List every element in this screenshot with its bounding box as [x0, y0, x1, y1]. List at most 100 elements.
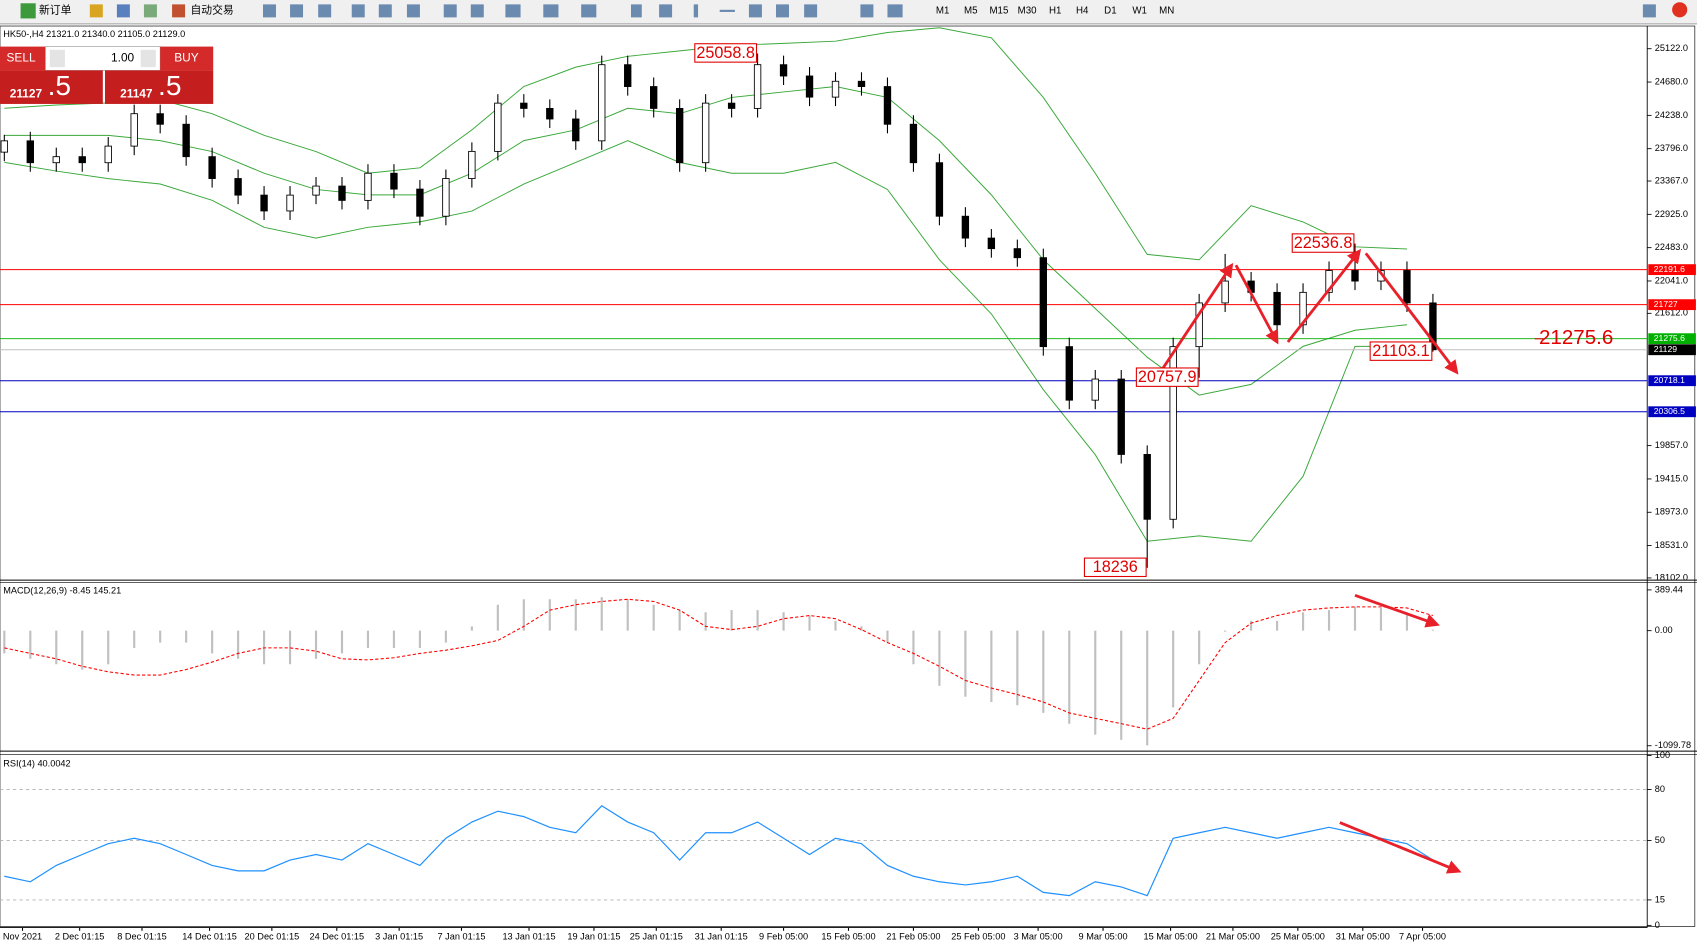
x-tick-label: 21 Feb 05:00	[886, 932, 940, 942]
timeframe-button[interactable]: M15	[989, 5, 1008, 16]
candle-body	[130, 113, 138, 147]
level-axis-label-bg	[1648, 264, 1696, 276]
buy-button[interactable]	[160, 46, 214, 71]
candle-body	[675, 107, 684, 164]
search-icon[interactable]	[1642, 4, 1656, 18]
notification-badge[interactable]	[1672, 2, 1688, 18]
timeframe-button[interactable]: MN	[1159, 5, 1174, 16]
candle-body	[650, 86, 658, 109]
x-tick-label: 2 Dec 01:15	[55, 932, 105, 942]
candle-body	[727, 102, 736, 109]
level-axis-label: 20718.1	[1654, 375, 1685, 385]
sell-price-box[interactable]	[0, 70, 103, 104]
candle-body	[753, 64, 762, 109]
y-tick-label: 22483.0	[1655, 242, 1688, 252]
level-axis-label-bg	[1648, 406, 1696, 418]
tool-icon[interactable]	[143, 4, 157, 18]
level-axis-label-bg	[1648, 344, 1696, 356]
tool-icon[interactable]	[406, 4, 420, 18]
x-tick-label: 3 Mar 05:00	[1014, 932, 1063, 942]
timeframe-button[interactable]: W1	[1132, 5, 1147, 16]
new-order-button[interactable]: 新订单	[39, 3, 72, 17]
rsi-line	[4, 805, 1434, 897]
arrow	[1234, 264, 1279, 345]
arrow	[1364, 252, 1459, 375]
tool-icon[interactable]	[748, 4, 762, 18]
panel-title: MACD(12,26,9) -8.45 145.21	[3, 585, 121, 595]
tool-icon[interactable]	[804, 4, 818, 18]
tool-icon[interactable]	[262, 4, 276, 18]
one-click-trading: SELL 1.00 BUY 21127 .5 21147 .5	[0, 46, 214, 104]
level-axis-label-bg	[1648, 333, 1696, 345]
sell-price[interactable]: 21127	[10, 86, 43, 100]
volume-value[interactable]: 1.00	[111, 51, 135, 65]
price-annotation-box	[1369, 341, 1433, 361]
tool-icon[interactable]	[89, 4, 103, 18]
arrow	[1154, 262, 1234, 380]
candle-body	[1039, 257, 1047, 348]
buy-price-pips[interactable]: .5	[158, 70, 181, 101]
x-tick-label: 8 Dec 01:15	[117, 932, 167, 942]
candle-body	[494, 102, 502, 152]
timeframe-button[interactable]: D1	[1104, 5, 1116, 16]
buy-label[interactable]: BUY	[174, 51, 199, 65]
candle-body	[1325, 270, 1333, 293]
y-tick-label: 80	[1655, 784, 1665, 794]
tool-icon[interactable]	[630, 4, 642, 18]
price-annotation-box	[694, 43, 758, 63]
volume-down[interactable]	[49, 49, 65, 68]
tool-icon[interactable]	[543, 4, 559, 18]
tool-icon[interactable]	[693, 4, 699, 18]
chart-frame	[0, 25, 1696, 927]
price-annotation: 22536.8	[1294, 234, 1353, 252]
tool-icon[interactable]	[378, 4, 392, 18]
auto-trading-icon[interactable]	[172, 4, 186, 18]
candle-body	[624, 64, 632, 87]
buy-price-box[interactable]	[104, 70, 214, 104]
x-tick-label: 25 Feb 05:00	[951, 932, 1005, 942]
tool-icon[interactable]	[887, 4, 903, 18]
tool-icon[interactable]	[351, 4, 365, 18]
x-tick-label: 15 Mar 05:00	[1144, 932, 1198, 942]
timeframe-button[interactable]: M1	[936, 5, 950, 16]
sell-label[interactable]: SELL	[6, 51, 35, 65]
timeframe-button[interactable]: M30	[1018, 5, 1038, 16]
timeframe-button[interactable]: H4	[1076, 5, 1089, 16]
new-order-icon[interactable]	[20, 3, 36, 19]
buy-price[interactable]: 21147	[120, 86, 153, 100]
timeframe-button[interactable]: M5	[964, 5, 978, 16]
sell-price-pips[interactable]: .5	[48, 70, 71, 101]
x-tick-label: Nov 2021	[3, 932, 42, 942]
tool-icon[interactable]	[719, 9, 735, 12]
volume-up[interactable]	[140, 49, 156, 68]
tool-icon[interactable]	[443, 4, 457, 18]
tool-icon[interactable]	[659, 4, 673, 18]
tool-icon[interactable]	[470, 4, 484, 18]
timeframe-button[interactable]: H1	[1049, 5, 1061, 16]
level-axis-label: 20306.5	[1654, 406, 1685, 416]
tool-icon[interactable]	[581, 4, 597, 18]
panel-title: RSI(14) 40.0042	[3, 759, 70, 769]
candle-body	[182, 123, 190, 158]
y-tick-label: 23367.0	[1655, 175, 1688, 185]
y-tick-label: 24238.0	[1655, 110, 1688, 120]
sell-button[interactable]	[0, 46, 46, 71]
tool-icon[interactable]	[290, 4, 304, 18]
tool-icon[interactable]	[116, 4, 130, 18]
tool-icon[interactable]	[505, 4, 521, 18]
candle-body	[805, 75, 814, 98]
plots	[0, 27, 1648, 901]
candle-body	[935, 162, 944, 217]
price-annotation-box	[1135, 367, 1199, 387]
tool-icon[interactable]	[318, 4, 332, 18]
auto-trading-button[interactable]: 自动交易	[190, 3, 233, 17]
tool-icon[interactable]	[775, 4, 789, 18]
candle-body	[1221, 280, 1229, 304]
arrow	[1339, 821, 1462, 874]
candle-body	[1013, 248, 1022, 259]
tool-icon[interactable]	[860, 4, 874, 18]
x-tick-label: 15 Feb 05:00	[821, 932, 875, 942]
price-annotation-box	[1291, 233, 1355, 253]
